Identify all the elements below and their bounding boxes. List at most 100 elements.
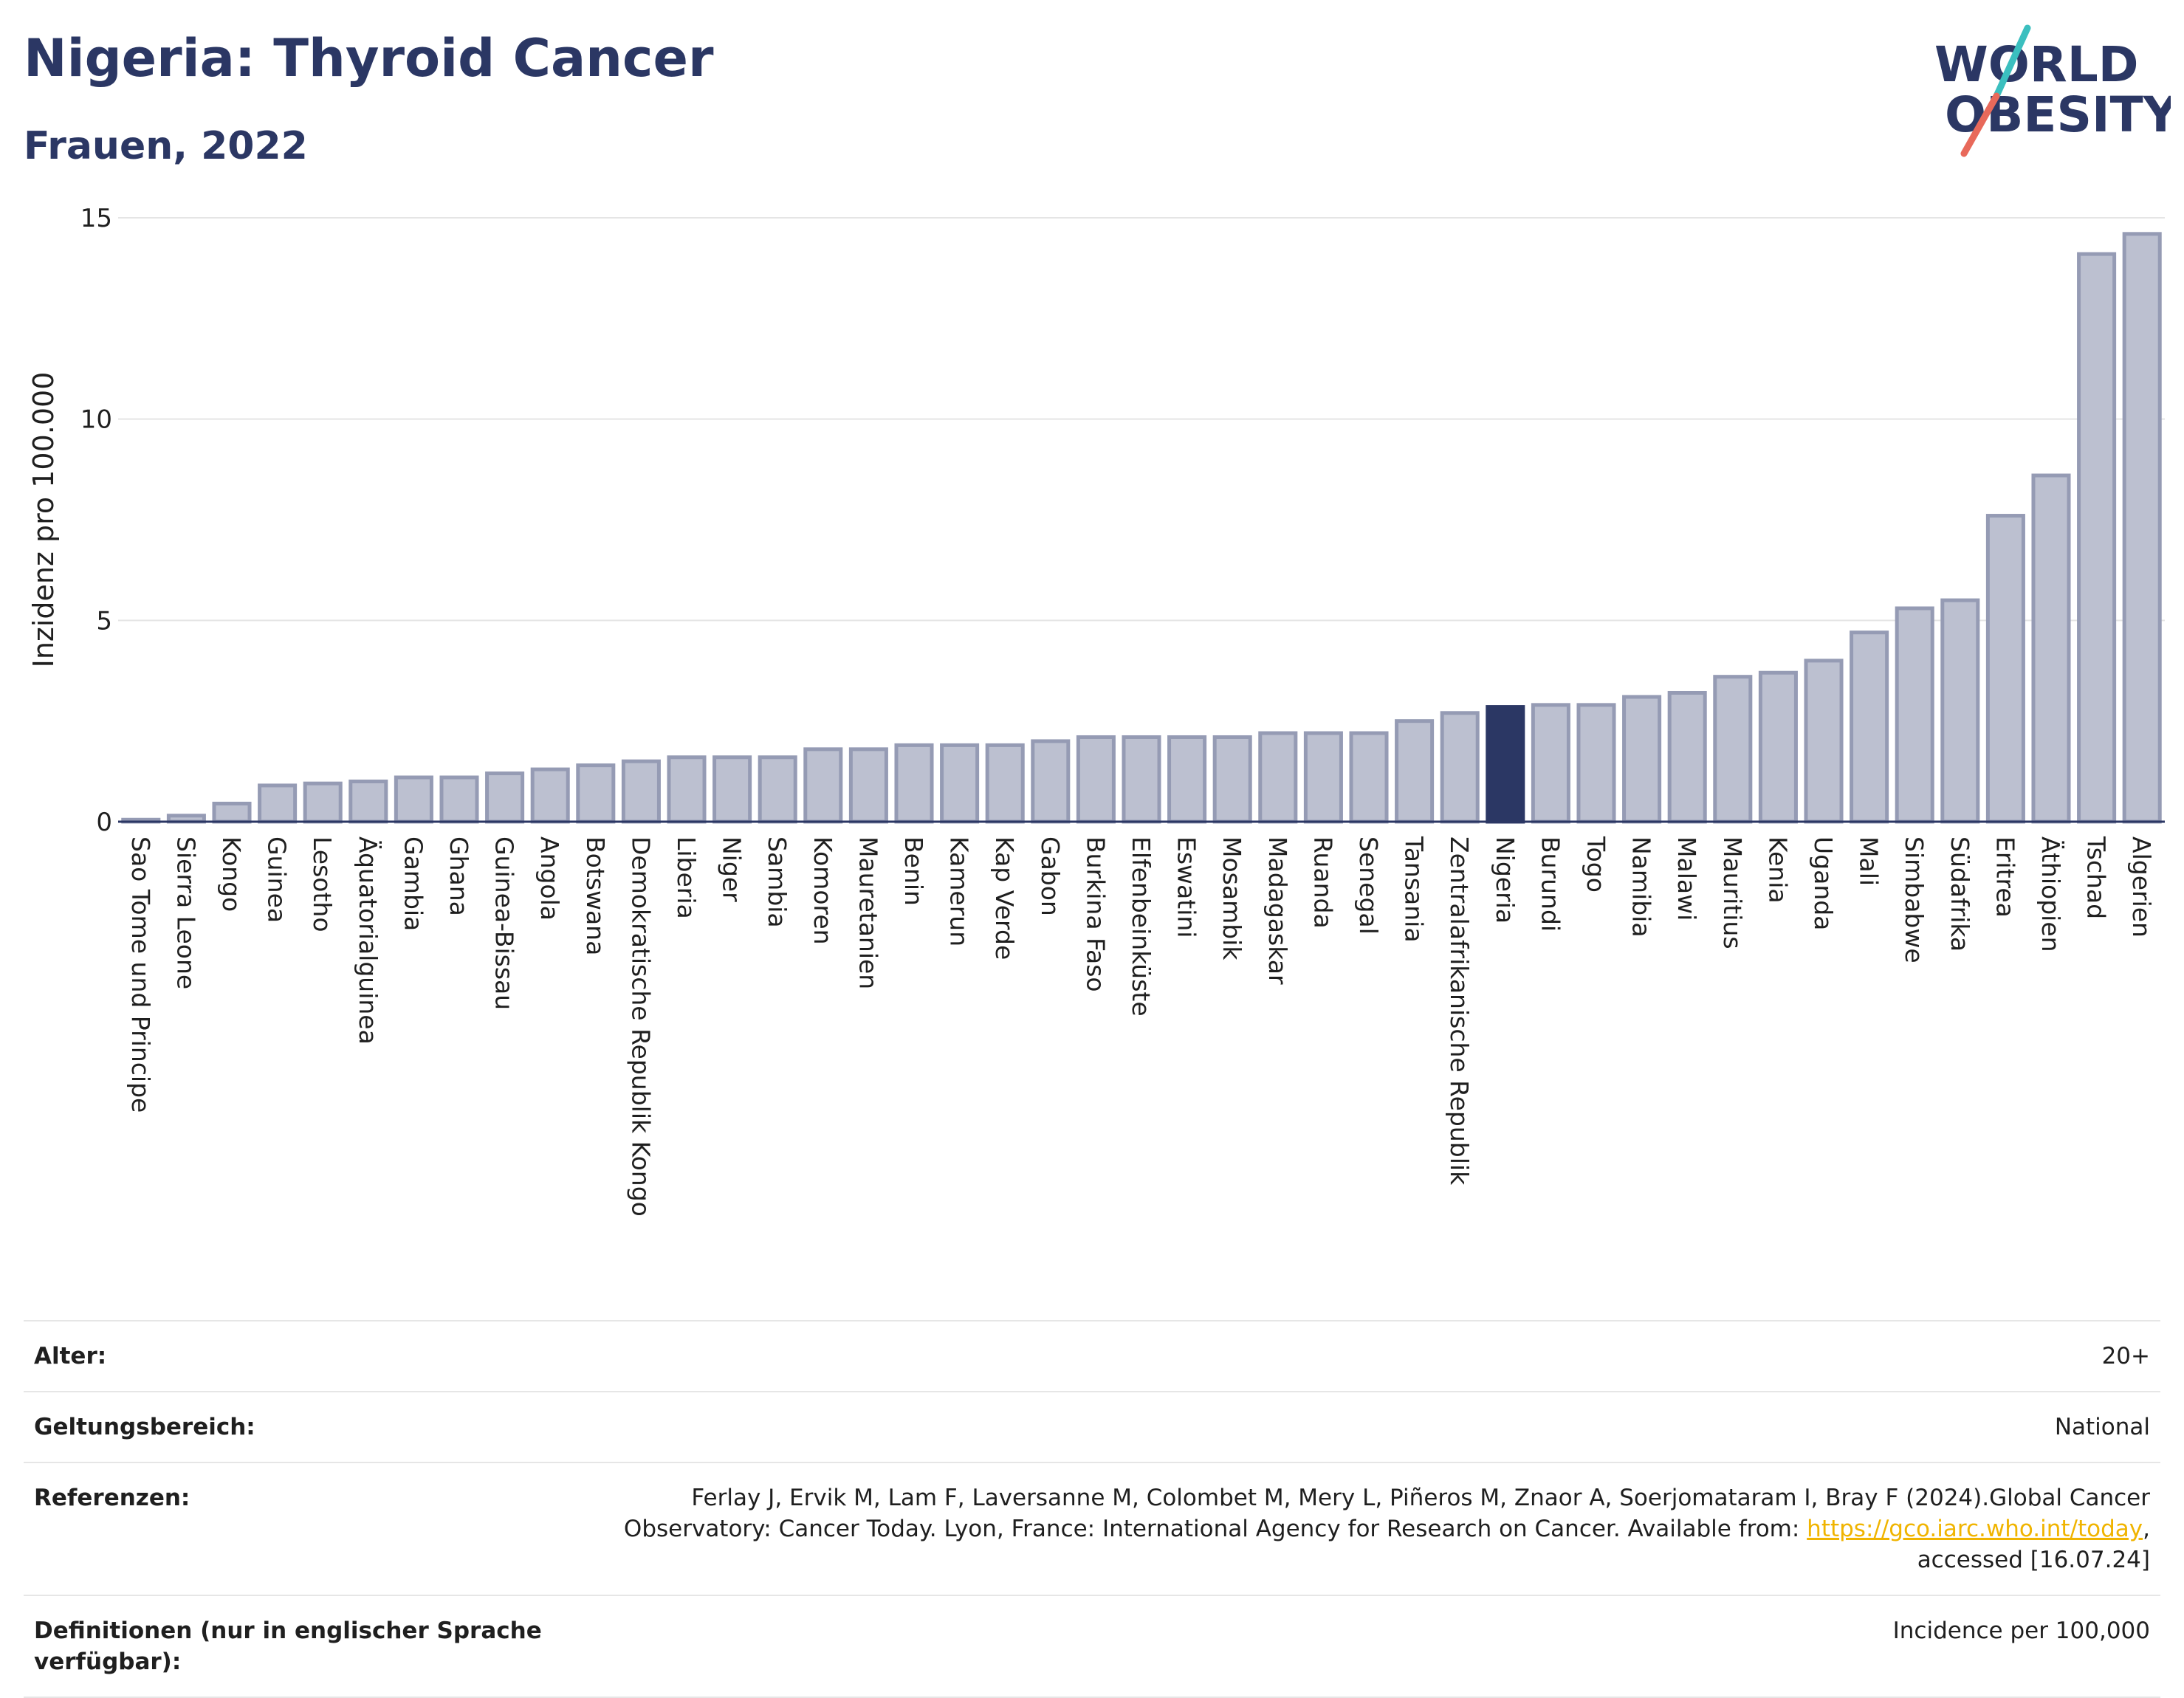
bar-23: [1167, 735, 1207, 824]
bar-25: [1258, 731, 1298, 824]
x-tick-label: Sierra Leone: [171, 836, 200, 989]
bar-19: [985, 743, 1025, 824]
bar-39: [1895, 606, 1934, 824]
age-label: Alter:: [34, 1343, 107, 1369]
y-tick-label: 5: [96, 606, 112, 636]
bar-22: [1122, 735, 1161, 824]
bar-13: [712, 755, 752, 824]
x-tick-label: Eswatini: [1172, 836, 1201, 938]
logo-line2: OBESITY: [1945, 86, 2171, 143]
bar-29: [1440, 711, 1480, 824]
x-tick-label: Burkina Faso: [1081, 836, 1110, 992]
bar-2: [212, 801, 252, 824]
x-tick-label: Namibia: [1627, 836, 1656, 938]
bar-6: [394, 775, 433, 824]
bar-27: [1349, 731, 1389, 824]
x-tick-label: Lesotho: [308, 836, 337, 932]
age-value: 20+: [2101, 1343, 2150, 1369]
references-text-3: accessed [16.07.24]: [1917, 1547, 2150, 1573]
bar-12: [667, 755, 707, 824]
y-tick-label: 10: [80, 405, 112, 435]
x-tick-label: Niger: [718, 836, 746, 902]
x-tick-label: Gabon: [1036, 836, 1065, 916]
x-tick-label: Mali: [1855, 836, 1883, 886]
meta-row-definitions: Definitionen (nur in englischer Sprache …: [24, 1596, 2160, 1698]
bar-24: [1212, 735, 1252, 824]
references-text-1: Ferlay J, Ervik M, Lam F, Laversanne M, …: [691, 1485, 2150, 1511]
definitions-label: Definitionen (nur in englischer Sprache …: [34, 1618, 542, 1675]
references-text-2: Observatory: Cancer Today. Lyon, France:…: [623, 1516, 1800, 1542]
bar-15: [803, 747, 843, 824]
bar-4: [303, 781, 343, 824]
y-tick-label: 15: [80, 204, 112, 233]
x-tick-label: Algerien: [2127, 836, 2156, 938]
logo-slash-red: [1960, 92, 2000, 157]
bar-44: [2122, 232, 2162, 824]
bar-9: [530, 767, 570, 824]
y-tick-labels: 0 5 10 15: [80, 204, 112, 837]
bar-28: [1395, 719, 1435, 824]
references-link[interactable]: https://gco.iarc.who.int/today: [1807, 1516, 2143, 1542]
x-tick-label: Mauritius: [1718, 836, 1747, 949]
x-tick-label: Tschad: [2082, 836, 2111, 919]
bar-26: [1303, 731, 1343, 824]
x-tick-label: Simbabwe: [1900, 836, 1929, 963]
scope-label: Geltungsbereich:: [34, 1414, 255, 1440]
bar-16: [848, 747, 888, 824]
bar-highlight-30: [1486, 705, 1525, 824]
bar-3: [258, 783, 298, 824]
x-tick-label: Madagaskar: [1263, 836, 1292, 985]
logo-line1: WORLD: [1934, 36, 2139, 93]
page-title: Nigeria: Thyroid Cancer: [24, 28, 714, 89]
x-tick-label: Botswana: [581, 836, 610, 955]
x-tick-label: Burundi: [1536, 836, 1565, 932]
x-tick-label: Südafrika: [1946, 836, 1974, 952]
bar-5: [348, 779, 388, 824]
bars: [121, 232, 2162, 824]
x-tick-label: Sao Tome und Principe: [126, 836, 155, 1113]
x-tick-label: Benin: [899, 836, 928, 906]
x-tick-label: Senegal: [1354, 836, 1383, 935]
bar-42: [2031, 473, 2071, 824]
x-tick-label: Ruanda: [1308, 836, 1337, 929]
definitions-value: Incidence per 100,000: [1892, 1618, 2150, 1644]
meta-row-references: Referenzen: Ferlay J, Ervik M, Lam F, La…: [24, 1463, 2160, 1596]
scope-value: National: [2054, 1414, 2150, 1440]
x-tick-label: Angola: [535, 836, 564, 921]
references-label: Referenzen:: [34, 1485, 190, 1511]
x-tick-label: Zentralafrikanische Republik: [1445, 836, 1474, 1186]
x-tick-label: Äquatorialguinea: [354, 836, 382, 1045]
x-tick-label: Äthiopien: [2036, 836, 2065, 952]
bar-17: [894, 743, 934, 824]
x-tick-label: Kenia: [1763, 836, 1792, 904]
bar-40: [1940, 598, 1980, 824]
bar-18: [940, 743, 980, 824]
bar-20: [1031, 739, 1071, 824]
x-tick-label: Nigeria: [1491, 836, 1519, 924]
bar-34: [1667, 690, 1707, 824]
x-tick-label: Ghana: [444, 836, 473, 916]
bar-33: [1622, 695, 1662, 824]
metadata-table: Alter: 20+ Geltungsbereich: National Ref…: [24, 1320, 2160, 1698]
bar-11: [621, 759, 661, 824]
x-tick-label: Liberia: [672, 836, 701, 919]
x-tick-labels: Sao Tome und Principe Sierra Leone Kongo Gu…: [126, 836, 2156, 1217]
logo-slash-teal: [1993, 24, 2031, 100]
x-tick-label: Kap Verde: [990, 836, 1019, 960]
x-tick-label: Uganda: [1809, 836, 1838, 930]
x-tick-label: Gambia: [399, 836, 427, 931]
bar-35: [1713, 675, 1753, 824]
x-tick-label: Tansania: [1400, 836, 1429, 943]
references-value: Ferlay J, Ervik M, Lam F, Laversanne M, …: [623, 1485, 2150, 1573]
x-tick-label: Mauretanien: [854, 836, 882, 989]
bar-41: [1985, 514, 2025, 824]
page-subtitle: Frauen, 2022: [24, 124, 308, 168]
x-tick-label: Kamerun: [945, 836, 974, 946]
y-tick-label: 0: [96, 808, 112, 837]
x-tick-label: Sambia: [763, 836, 791, 928]
meta-row-age: Alter: 20+: [24, 1321, 2160, 1392]
x-tick-label: Eritrea: [1991, 836, 2019, 918]
bar-38: [1850, 630, 1889, 824]
bar-32: [1576, 703, 1616, 824]
bar-10: [576, 763, 616, 824]
